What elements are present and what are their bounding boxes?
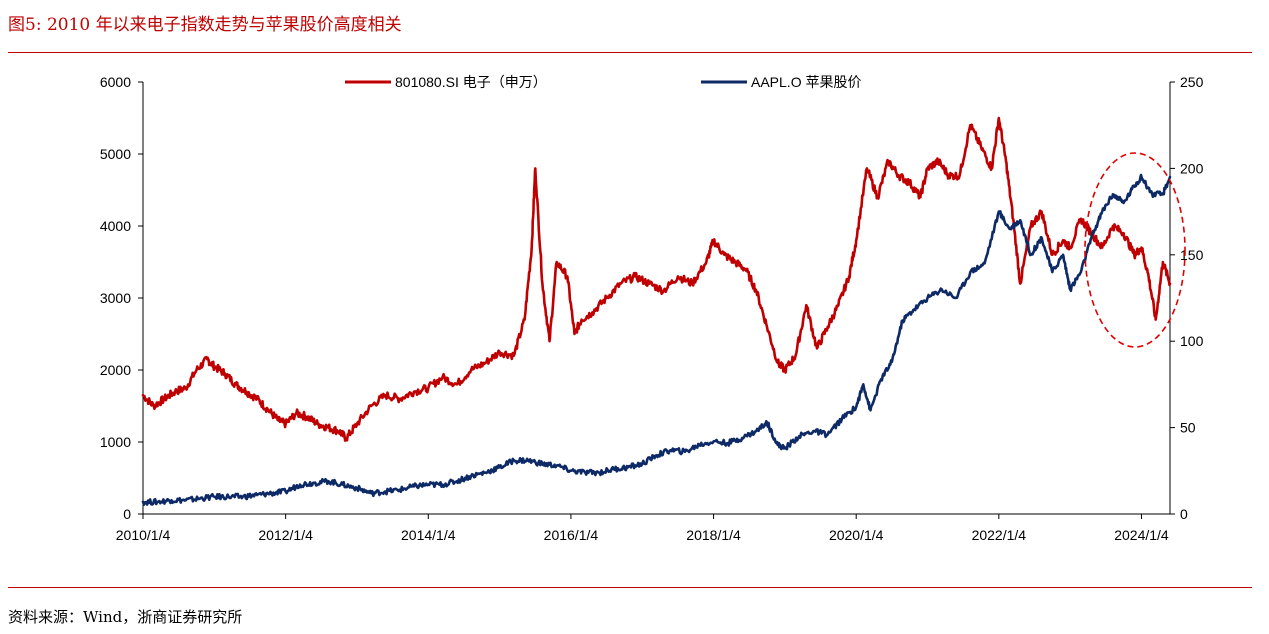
axes: 0 1000 2000 3000 4000 5000 6000 0 50 100 150 200 250…: [100, 74, 1204, 543]
figure-title: 图5: 2010 年以来电子指数走势与苹果股价高度相关: [8, 15, 402, 35]
y-left-tick-label: 3000: [100, 290, 131, 306]
x-tick-label: 2022/1/4: [972, 527, 1027, 543]
y-left-tick-label: 2000: [100, 362, 131, 378]
y-right-tick-label: 100: [1180, 333, 1204, 349]
x-tick-label: 2020/1/4: [829, 527, 884, 543]
annotation: [1084, 152, 1186, 348]
y-left-tick-label: 6000: [100, 74, 131, 90]
y-right-tick-label: 200: [1180, 160, 1204, 176]
y-left-tick-label: 0: [123, 506, 131, 522]
legend: 801080.SI 电子（申万） AAPL.O 苹果股价: [345, 74, 861, 90]
y-left-tick-label: 4000: [100, 218, 131, 234]
x-tick-label: 2010/1/4: [116, 527, 171, 543]
y-right-tick-label: 250: [1180, 74, 1204, 90]
title-divider: [8, 52, 1252, 53]
series-lines: [141, 116, 1172, 506]
x-tick-label: 2016/1/4: [544, 527, 599, 543]
y-right-tick-label: 50: [1180, 420, 1196, 436]
y-left-tick-label: 5000: [100, 146, 131, 162]
y-right-tick-label: 150: [1180, 247, 1204, 263]
source-divider: [8, 587, 1252, 588]
y-left-tick-label: 1000: [100, 434, 131, 450]
x-tick-label: 2012/1/4: [258, 527, 313, 543]
legend-label: 801080.SI 电子（申万）: [395, 74, 547, 90]
y-right-tick-label: 0: [1180, 506, 1188, 522]
x-tick-label: 2018/1/4: [686, 527, 741, 543]
series-line-aapl: [141, 173, 1172, 506]
x-tick-label: 2014/1/4: [401, 527, 456, 543]
legend-label: AAPL.O 苹果股价: [751, 74, 861, 90]
series-line-electronics: [141, 116, 1172, 442]
highlight-ellipse: [1084, 152, 1186, 348]
source-note: 资料来源：Wind，浙商证券研究所: [8, 608, 243, 626]
x-tick-label: 2024/1/4: [1114, 527, 1169, 543]
